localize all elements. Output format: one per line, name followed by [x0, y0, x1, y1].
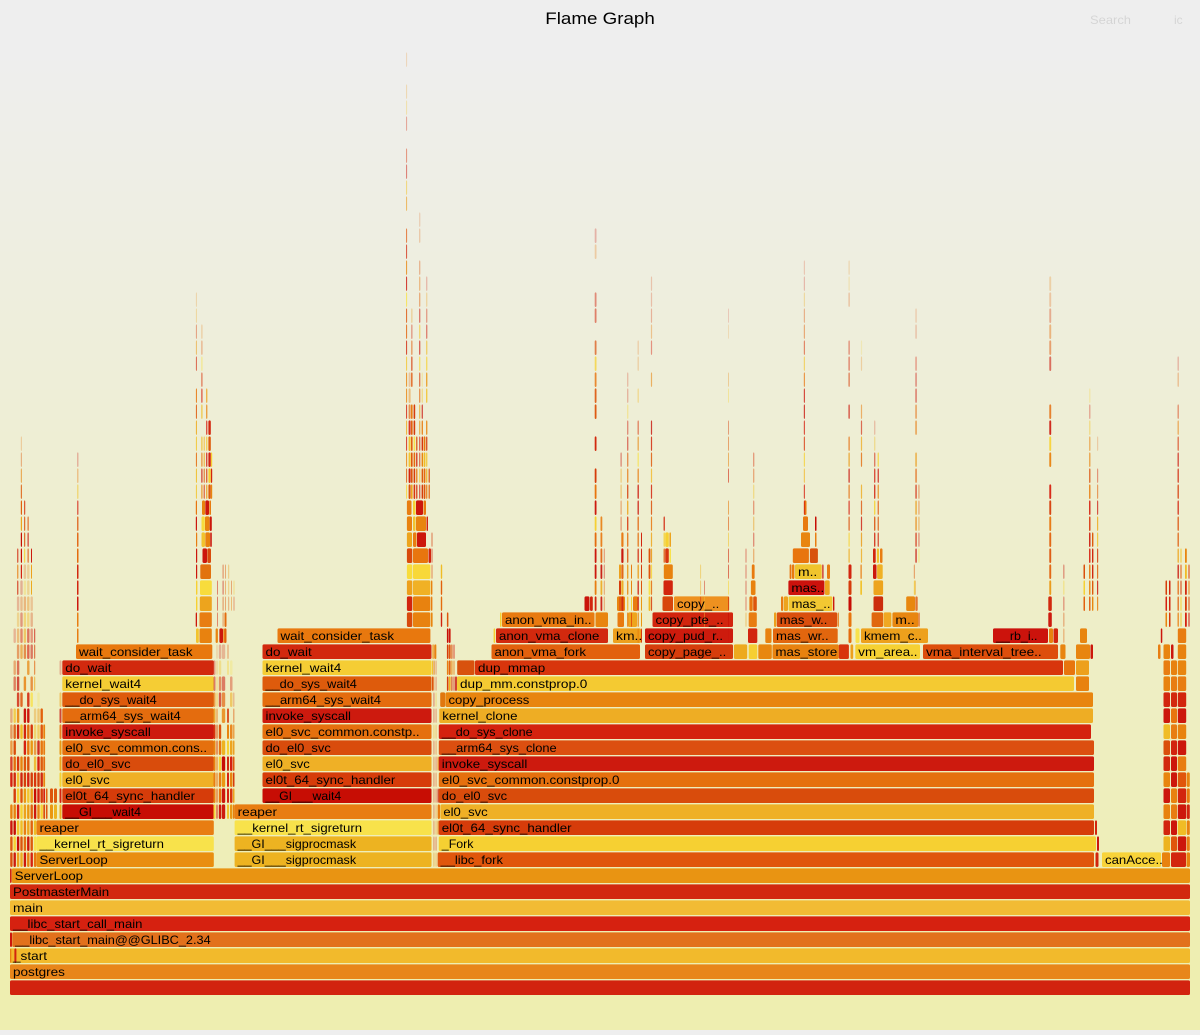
svg-text:__arm64_sys_wait4: __arm64_sys_wait4: [264, 693, 381, 707]
svg-text:anon_vma_fork: anon_vma_fork: [495, 645, 588, 659]
svg-text:el0t_64_sync_handler: el0t_64_sync_handler: [442, 821, 572, 835]
svg-text:copy_pud_r..: copy_pud_r..: [648, 629, 723, 643]
svg-text:ic: ic: [1174, 13, 1183, 27]
svg-text:__libc_start_main@@GLIBC_2.34: __libc_start_main@@GLIBC_2.34: [14, 933, 211, 947]
svg-text:vm_area..: vm_area..: [858, 645, 917, 659]
svg-text:do_el0_svc: do_el0_svc: [65, 757, 130, 771]
svg-text:invoke_syscall: invoke_syscall: [442, 757, 528, 771]
svg-text:mas_w..: mas_w..: [780, 613, 828, 627]
svg-text:copy_..: copy_..: [677, 597, 719, 611]
svg-text:kernel_clone: kernel_clone: [442, 709, 518, 723]
svg-text:anon_vma_in..: anon_vma_in..: [505, 613, 592, 627]
svg-text:mas_wr..: mas_wr..: [776, 629, 829, 643]
svg-text:__rb_i..: __rb_i..: [995, 629, 1038, 643]
svg-text:mas..: mas..: [791, 581, 824, 595]
svg-text:reaper: reaper: [40, 821, 79, 835]
svg-text:postgres: postgres: [13, 965, 65, 979]
svg-text:__kernel_rt_sigreturn: __kernel_rt_sigreturn: [38, 837, 164, 851]
svg-text:ServerLoop: ServerLoop: [15, 869, 84, 883]
svg-text:Search: Search: [1090, 13, 1131, 27]
svg-text:__GI___wait4: __GI___wait4: [64, 805, 141, 819]
svg-text:reaper: reaper: [238, 805, 277, 819]
svg-text:do_wait: do_wait: [266, 645, 313, 659]
svg-text:kernel_wait4: kernel_wait4: [266, 661, 342, 675]
svg-text:el0_svc_common.cons..: el0_svc_common.cons..: [65, 741, 207, 755]
svg-text:do_wait: do_wait: [65, 661, 112, 675]
svg-text:dup_mmap: dup_mmap: [478, 661, 546, 675]
svg-text:do_el0_svc: do_el0_svc: [266, 741, 331, 755]
svg-text:__arm64_sys_clone: __arm64_sys_clone: [441, 741, 557, 755]
svg-text:el0t_64_sync_handler: el0t_64_sync_handler: [65, 789, 195, 803]
svg-text:el0_svc: el0_svc: [65, 773, 109, 787]
svg-text:main: main: [13, 901, 43, 915]
svg-text:__GI___wait4: __GI___wait4: [264, 789, 341, 803]
svg-text:kernel_wait4: kernel_wait4: [65, 677, 141, 691]
svg-text:wait_consider_task: wait_consider_task: [279, 629, 395, 643]
svg-text:__do_sys_wait4: __do_sys_wait4: [264, 677, 357, 691]
svg-text:invoke_syscall: invoke_syscall: [65, 725, 151, 739]
svg-text:__libc_start_call_main: __libc_start_call_main: [12, 917, 142, 931]
svg-text:canAcce..: canAcce..: [1105, 853, 1163, 867]
svg-text:ServerLoop: ServerLoop: [40, 853, 109, 867]
svg-text:__do_sys_clone: __do_sys_clone: [441, 725, 533, 739]
svg-text:_Fork: _Fork: [441, 837, 475, 851]
svg-text:__kernel_rt_sigreturn: __kernel_rt_sigreturn: [237, 821, 363, 835]
svg-text:km..: km..: [616, 629, 642, 643]
svg-text:vma_interval_tree..: vma_interval_tree..: [926, 645, 1042, 659]
svg-text:copy_process: copy_process: [449, 693, 530, 707]
svg-text:do_el0_svc: do_el0_svc: [442, 789, 507, 803]
svg-text:__arm64_sys_wait4: __arm64_sys_wait4: [64, 709, 181, 723]
svg-text:el0_svc: el0_svc: [266, 757, 310, 771]
svg-text:__do_sys_wait4: __do_sys_wait4: [64, 693, 157, 707]
svg-text:__GI___sigprocmask: __GI___sigprocmask: [237, 853, 358, 867]
svg-text:invoke_syscall: invoke_syscall: [266, 709, 352, 723]
svg-text:PostmasterMain: PostmasterMain: [13, 885, 109, 899]
svg-text:Flame Graph: Flame Graph: [545, 9, 655, 28]
svg-text:m..: m..: [895, 613, 914, 627]
svg-text:el0_svc: el0_svc: [443, 805, 487, 819]
svg-text:el0t_64_sync_handler: el0t_64_sync_handler: [266, 773, 396, 787]
svg-text:mas_store: mas_store: [776, 645, 838, 659]
svg-text:dup_mm.constprop.0: dup_mm.constprop.0: [460, 677, 588, 691]
svg-text:__libc_fork: __libc_fork: [440, 853, 504, 867]
svg-text:copy_page_..: copy_page_..: [648, 645, 726, 659]
svg-text:copy_pte_..: copy_pte_..: [656, 613, 724, 627]
svg-text:anon_vma_clone: anon_vma_clone: [499, 629, 600, 643]
svg-text:_start: _start: [12, 949, 48, 963]
svg-text:el0_svc_common.constprop.0: el0_svc_common.constprop.0: [442, 773, 620, 787]
svg-text:wait_consider_task: wait_consider_task: [78, 645, 194, 659]
svg-text:mas_..: mas_..: [792, 597, 831, 611]
svg-text:kmem_c..: kmem_c..: [864, 629, 922, 643]
svg-text:el0_svc_common.constp..: el0_svc_common.constp..: [266, 725, 420, 739]
svg-text:__GI___sigprocmask: __GI___sigprocmask: [237, 837, 358, 851]
svg-text:m..: m..: [798, 565, 817, 579]
